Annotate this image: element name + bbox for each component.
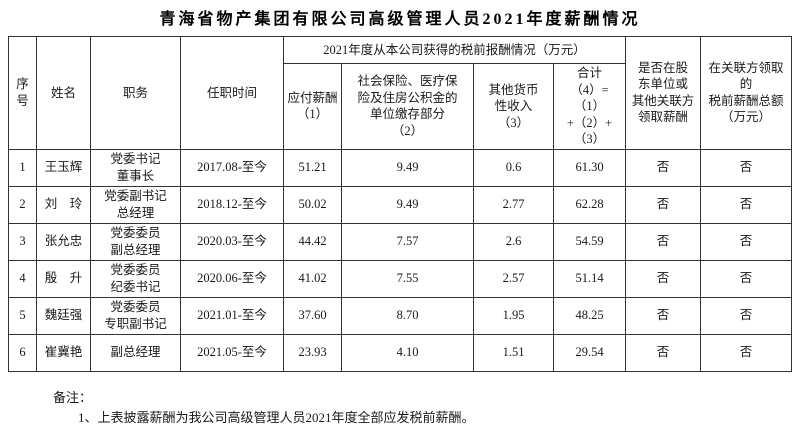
cell-name: 刘 玲 (36, 185, 91, 224)
cell-related-total: 否 (700, 296, 793, 335)
cell-position: 党委书记 董事长 (90, 148, 181, 187)
table-row: 4 殷 升 党委委员 纪委书记 2020.06-至今 41.02 7.55 2.… (8, 259, 793, 298)
cell-payable: 50.02 (283, 185, 342, 224)
notes-label: 备注： (53, 389, 93, 405)
cell-related-total: 否 (700, 259, 793, 298)
header-total: 合计 （4）=（1） +（2）+ （3） (552, 63, 627, 150)
cell-position: 副总经理 (90, 333, 181, 372)
cell-index: 1 (8, 148, 37, 187)
cell-shareholder-pay: 否 (625, 148, 702, 187)
table-row: 6 崔冀艳 副总经理 2021.05-至今 23.93 4.10 1.51 29… (8, 333, 793, 372)
cell-related-total: 否 (700, 222, 793, 261)
cell-total: 61.30 (552, 148, 627, 187)
cell-insurance: 7.57 (341, 222, 474, 261)
header-compensation-group: 2021年度从本公司获得的税前报酬情况（万元） (282, 36, 627, 64)
header-related-total: 在关联方领取的 税前薪酬总额 （万元） (700, 36, 793, 150)
cell-payable: 37.60 (283, 296, 342, 335)
cell-insurance: 8.70 (341, 296, 474, 335)
cell-other-income: 2.57 (473, 259, 554, 298)
header-index: 序 号 (8, 36, 37, 150)
cell-tenure: 2021.05-至今 (180, 333, 284, 372)
page-title: 青海省物产集团有限公司高级管理人员2021年度薪酬情况 (159, 11, 641, 28)
header-position: 职务 (90, 36, 181, 150)
cell-tenure: 2021.01-至今 (180, 296, 284, 335)
cell-related-total: 否 (700, 333, 793, 372)
table-row: 2 刘 玲 党委副书记 总经理 2018.12-至今 50.02 9.49 2.… (8, 185, 793, 224)
cell-position: 党委委员 专职副书记 (90, 296, 181, 335)
cell-total: 51.14 (552, 259, 627, 298)
cell-related-total: 否 (700, 185, 793, 224)
cell-related-total: 否 (700, 148, 793, 187)
cell-total: 29.54 (552, 333, 627, 372)
cell-tenure: 2017.08-至今 (180, 148, 284, 187)
cell-insurance: 7.55 (341, 259, 474, 298)
cell-total: 54.59 (552, 222, 627, 261)
cell-shareholder-pay: 否 (625, 222, 702, 261)
table-header-row-1: 序 号 姓名 职务 任职时间 2021年度从本公司获得的税前报酬情况（万元） 是… (8, 36, 793, 150)
cell-other-income: 2.77 (473, 185, 554, 224)
cell-tenure: 2020.06-至今 (180, 259, 284, 298)
table-row: 1 王玉辉 党委书记 董事长 2017.08-至今 51.21 9.49 0.6… (8, 148, 793, 187)
document-page: 青海省物产集团有限公司高级管理人员2021年度薪酬情况 序 号 姓名 职务 任职… (0, 5, 800, 434)
cell-position: 党委委员 副总经理 (90, 222, 181, 261)
cell-payable: 51.21 (283, 148, 342, 187)
cell-name: 魏廷强 (36, 296, 91, 335)
cell-shareholder-pay: 否 (625, 296, 702, 335)
cell-insurance: 9.49 (341, 185, 474, 224)
header-name: 姓名 (36, 36, 91, 150)
cell-payable: 41.02 (283, 259, 342, 298)
cell-index: 5 (8, 296, 37, 335)
note-item: 1、上表披露薪酬为我公司高级管理人员2021年度全部应发税前薪酬。 (78, 409, 475, 425)
header-shareholder-pay: 是否在股 东单位或 其他关联方 领取薪酬 (625, 36, 702, 150)
cell-shareholder-pay: 否 (625, 185, 702, 224)
cell-payable: 44.42 (283, 222, 342, 261)
header-payable: 应付薪酬 （1） (283, 63, 342, 150)
cell-insurance: 4.10 (341, 333, 474, 372)
notes: 备注： 1、上表披露薪酬为我公司高级管理人员2021年度全部应发税前薪酬。 (0, 389, 800, 427)
cell-name: 王玉辉 (36, 148, 91, 187)
table-header-row-2: 应付薪酬 （1） 社会保险、医疗保 险及住房公积金的 单位缴存部分 （2） 其他… (9, 63, 792, 150)
cell-index: 2 (8, 185, 37, 224)
cell-position: 党委委员 纪委书记 (90, 259, 181, 298)
salary-table: 序 号 姓名 职务 任职时间 2021年度从本公司获得的税前报酬情况（万元） 是… (8, 36, 793, 372)
cell-shareholder-pay: 否 (625, 333, 702, 372)
cell-tenure: 2020.03-至今 (180, 222, 284, 261)
header-insurance: 社会保险、医疗保 险及住房公积金的 单位缴存部分 （2） (341, 63, 474, 150)
cell-total: 48.25 (552, 296, 627, 335)
cell-insurance: 9.49 (341, 148, 474, 187)
header-tenure: 任职时间 (180, 36, 284, 150)
cell-name: 张允忠 (36, 222, 91, 261)
cell-payable: 23.93 (283, 333, 342, 372)
cell-shareholder-pay: 否 (625, 259, 702, 298)
cell-other-income: 1.95 (473, 296, 554, 335)
cell-other-income: 1.51 (473, 333, 554, 372)
cell-index: 3 (8, 222, 37, 261)
cell-other-income: 2.6 (473, 222, 554, 261)
cell-tenure: 2018.12-至今 (180, 185, 284, 224)
cell-index: 4 (8, 259, 37, 298)
cell-position: 党委副书记 总经理 (90, 185, 181, 224)
cell-index: 6 (8, 333, 37, 372)
header-other-income: 其他货币 性收入 （3） (473, 63, 554, 150)
cell-total: 62.28 (552, 185, 627, 224)
table-row: 5 魏廷强 党委委员 专职副书记 2021.01-至今 37.60 8.70 1… (8, 296, 793, 335)
cell-name: 殷 升 (36, 259, 91, 298)
cell-other-income: 0.6 (473, 148, 554, 187)
cell-name: 崔冀艳 (36, 333, 91, 372)
table-row: 3 张允忠 党委委员 副总经理 2020.03-至今 44.42 7.57 2.… (8, 222, 793, 261)
